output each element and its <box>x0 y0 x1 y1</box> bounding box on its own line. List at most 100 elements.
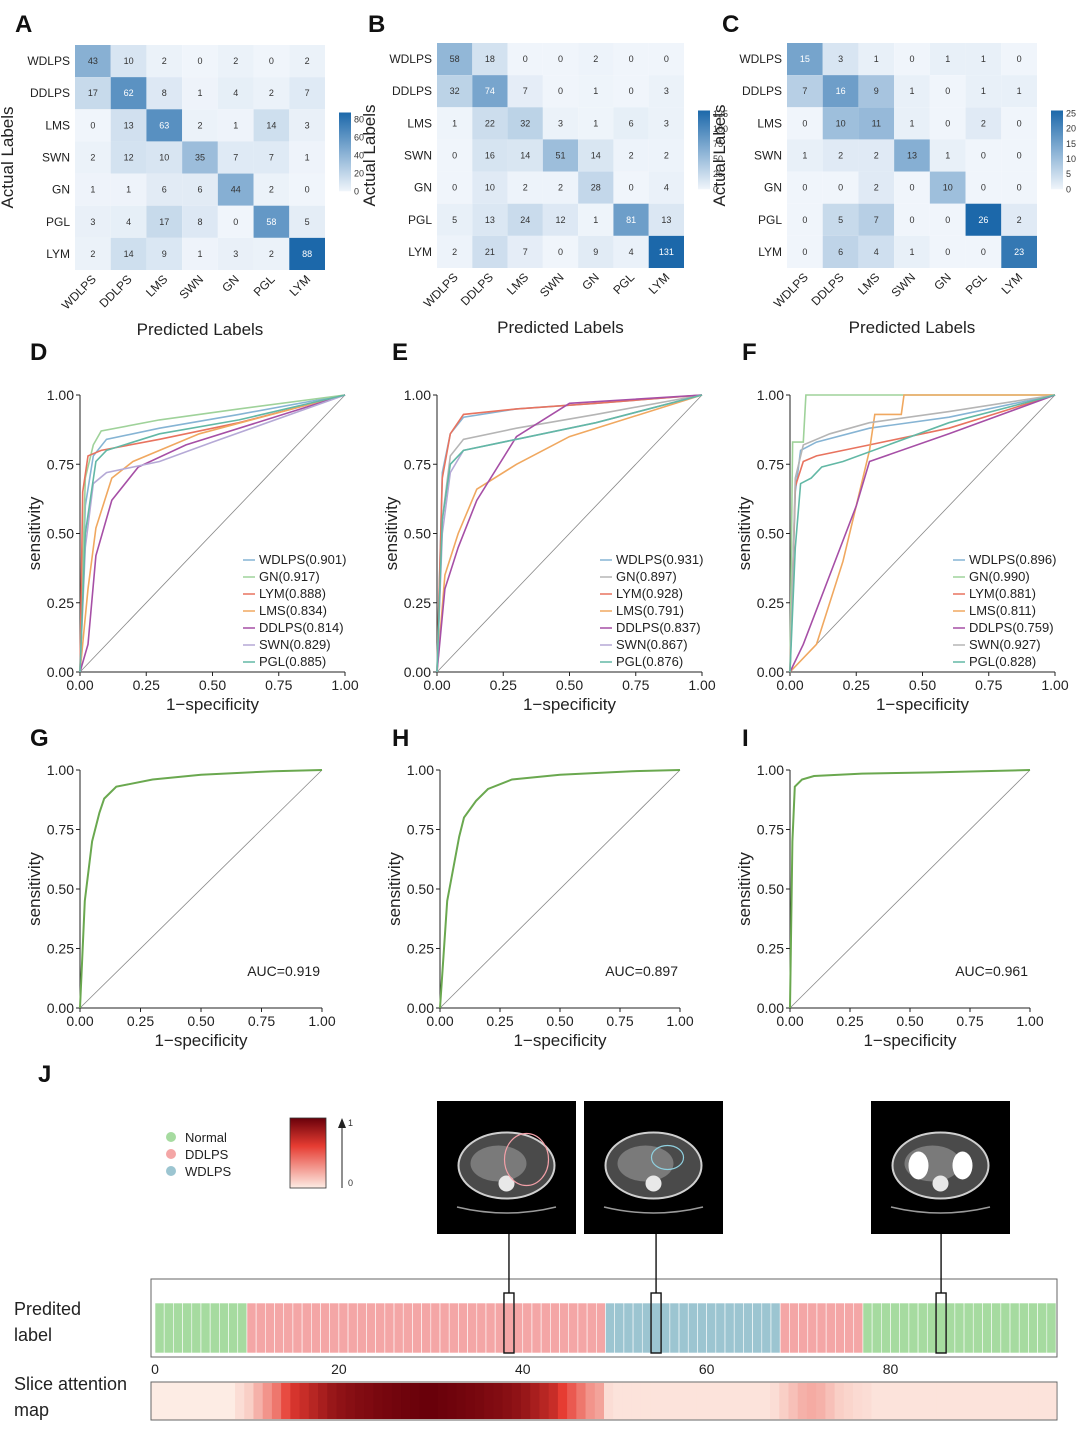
colorbar <box>339 112 351 192</box>
attention-cell <box>188 1383 199 1419</box>
cm-cell <box>648 43 684 76</box>
predicted-slice-bar <box>301 1302 312 1354</box>
x-tick-label: 0.75 <box>956 1013 983 1029</box>
predicted-slice-bar <box>577 1302 588 1354</box>
colorbar <box>1051 110 1063 190</box>
attention-cell <box>1009 1383 1020 1419</box>
y-tick-label: GN <box>52 183 70 197</box>
attention-cell <box>622 1383 633 1419</box>
cm-cell-value: 0 <box>1017 151 1022 161</box>
x-tick-label: SWN <box>537 270 567 300</box>
cm-cell <box>1001 75 1037 108</box>
y-tick-label: DDLPS <box>392 84 432 98</box>
diagonal-reference-line <box>436 394 703 673</box>
attention-cell <box>235 1383 245 1419</box>
attention-cell <box>779 1383 790 1419</box>
cm-cell-value: 0 <box>1017 183 1022 193</box>
y-tick-label: 0.50 <box>757 881 784 897</box>
attention-cell <box>271 1383 282 1419</box>
cm-cell <box>929 107 966 140</box>
cm-cell-value: 0 <box>945 247 950 257</box>
cm-cell <box>858 107 895 140</box>
roc-curve-line <box>439 769 681 1009</box>
ct-slice-thumbnail <box>437 1101 576 1234</box>
predicted-slice-bar <box>513 1302 524 1354</box>
cm-cell <box>894 203 930 236</box>
cm-cell-value: 0 <box>945 86 950 96</box>
cm-cell <box>613 75 649 108</box>
predicted-slice-bar <box>761 1302 772 1354</box>
cm-cell <box>253 237 290 270</box>
legend-label: PGL(0.828) <box>969 654 1036 669</box>
cm-cell-value: 1 <box>593 86 598 96</box>
predicted-slice-bar <box>926 1302 937 1354</box>
x-tick-label: 0.00 <box>776 677 803 693</box>
predicted-slice-bar <box>504 1302 514 1354</box>
y-tick-label: SWN <box>42 151 70 165</box>
attention-cell <box>908 1383 919 1419</box>
cm-cell-value: 0 <box>1017 54 1022 64</box>
cm-cell <box>542 235 579 268</box>
cm-cell <box>894 43 930 76</box>
x-tick-label: PGL <box>963 270 990 297</box>
cm-cell-value: 0 <box>305 185 310 195</box>
y-tick-label: WDLPS <box>27 54 70 68</box>
y-tick-label: 1.00 <box>407 762 434 778</box>
attention-cell <box>539 1383 550 1419</box>
predicted-slice-bar <box>375 1302 386 1354</box>
y-tick-label: WDLPS <box>389 52 432 66</box>
x-tick-label: 0.50 <box>187 1013 214 1029</box>
colorbar-tick: 40 <box>354 150 364 160</box>
x-tick-label: 0.75 <box>606 1013 633 1029</box>
x-tick-label: 0.50 <box>896 1013 923 1029</box>
predicted-slice-bar <box>531 1302 542 1354</box>
cm-cell <box>858 43 895 76</box>
legend-label: LMS(0.791) <box>616 603 684 618</box>
diagonal-reference-line <box>79 394 346 673</box>
attention-cell <box>687 1383 697 1419</box>
cm-cell-value: 23 <box>1014 247 1024 257</box>
cm-cell <box>507 139 543 172</box>
y-tick-label: 1.00 <box>757 387 784 403</box>
cm-cell <box>507 75 543 108</box>
y-tick-label: 0.25 <box>47 595 74 611</box>
attention-cell <box>548 1383 559 1419</box>
row-label-line: label <box>14 1325 52 1345</box>
y-tick-label: LMS <box>45 118 70 132</box>
y-tick-label: GN <box>764 181 782 195</box>
cm-cell-value: 10 <box>836 118 846 128</box>
cm-cell <box>182 109 218 142</box>
cm-cell <box>110 205 147 238</box>
x-tick-label: 0 <box>151 1361 159 1377</box>
cm-cell <box>507 235 543 268</box>
panel-letter: F <box>742 339 757 366</box>
panel-letter: G <box>30 725 49 752</box>
row-label-line: map <box>14 1400 49 1420</box>
cm-cell-value: 3 <box>664 86 669 96</box>
cm-cell-value: 0 <box>629 86 634 96</box>
predicted-slice-bar <box>715 1302 726 1354</box>
cm-cell-value: 32 <box>520 118 530 128</box>
row-label-line: Predited <box>14 1299 81 1319</box>
y-axis-title: sensitivity <box>25 496 44 570</box>
attention-cell <box>871 1383 882 1419</box>
attention-cell <box>714 1383 725 1419</box>
predicted-slice-bar <box>697 1302 707 1354</box>
x-tick-label: LMS <box>855 270 882 297</box>
predicted-slice-bar <box>320 1302 330 1354</box>
predicted-slice-bar <box>678 1302 689 1354</box>
cm-cell <box>146 77 183 110</box>
attention-cell <box>216 1383 227 1419</box>
predicted-slice-bar <box>439 1302 450 1354</box>
cm-cell <box>217 173 254 206</box>
cm-cell <box>858 235 895 268</box>
auc-annotation: AUC=0.897 <box>605 963 678 979</box>
cm-cell-value: 58 <box>266 217 276 227</box>
legend-label: LMS(0.834) <box>259 603 327 618</box>
attention-cell <box>926 1383 937 1419</box>
confusion-matrix-a: A43 10 2 0 2 0 217 62 8 1 4 2 70 13 63 2 1 14 32 12 10 35 7 7 11… <box>0 11 364 339</box>
cm-cell-value: 35 <box>195 153 205 163</box>
y-tick-label: DDLPS <box>30 86 70 100</box>
cm-cell <box>146 109 183 142</box>
cm-cell-value: 0 <box>945 118 950 128</box>
